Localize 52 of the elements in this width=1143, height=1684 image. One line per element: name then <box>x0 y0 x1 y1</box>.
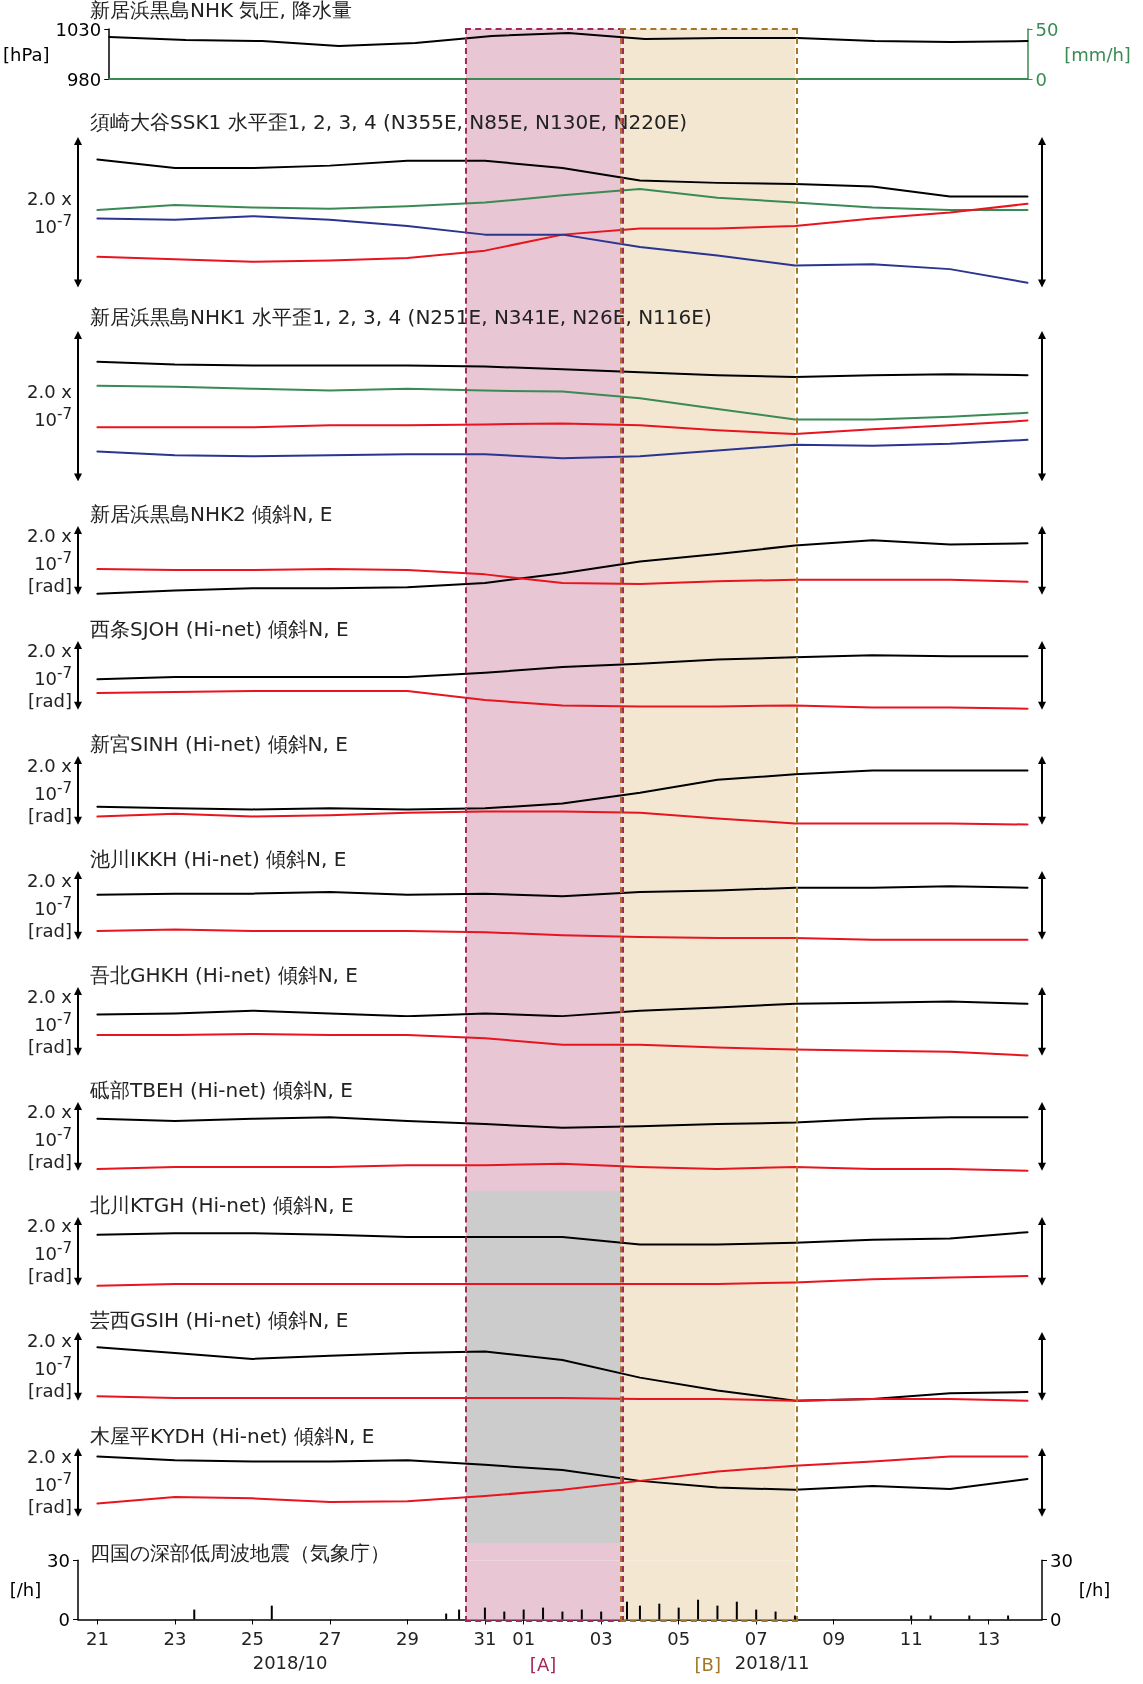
y2-tick-label: 0 <box>1035 68 1047 90</box>
chart-title: 吾北GHKH (Hi-net) 傾斜N, E <box>90 962 358 987</box>
y2-axis-title: [/h] <box>1078 1578 1111 1600</box>
y-axis-title: 2.0 x 10$^{-7}$ <box>27 381 72 432</box>
x-tick-label: 09 <box>822 1627 846 1649</box>
y2-tick-label: 50 <box>1035 18 1059 40</box>
chart-title: 北川KTGH (Hi-net) 傾斜N, E <box>90 1192 354 1217</box>
y2-tick-label: 0 <box>1050 1608 1062 1630</box>
y-axis-title: 2.0 x 10$^{-7}$ <box>27 187 72 238</box>
chart-title: 芸西GSIH (Hi-net) 傾斜N, E <box>90 1307 349 1332</box>
y-axis-title: 2.0 x 10$^{-7}$ [rad] <box>27 869 72 942</box>
y-axis-title: 2.0 x 10$^{-7}$ [rad] <box>27 1446 72 1519</box>
text: 2018/11 <box>734 1651 810 1673</box>
x-tick-label: 01 <box>512 1627 536 1649</box>
y-tick-label: 30 <box>47 1549 70 1571</box>
chart-title: 砥部TBEH (Hi-net) 傾斜N, E <box>89 1077 353 1102</box>
y-axis-title: 2.0 x 10$^{-7}$ [rad] <box>27 754 72 827</box>
x-tick-label: 11 <box>899 1627 923 1649</box>
chart-title: 新居浜黒島NHK1 水平歪1, 2, 3, 4 (N251E, N341E, N26E, N116E) <box>90 305 712 330</box>
x-tick-label: 25 <box>240 1627 264 1649</box>
chart-title: 須崎大谷SSK1 水平歪1, 2, 3, 4 (N355E, N85E, N130E, N220E) <box>90 109 688 134</box>
chart-title: 新居浜黒島NHK2 傾斜N, E <box>90 501 333 526</box>
chart-title: 木屋平KYDH (Hi-net) 傾斜N, E <box>90 1423 375 1448</box>
x-tick-label: 05 <box>667 1627 691 1649</box>
chart-title: 西条SJOH (Hi-net) 傾斜N, E <box>90 616 349 641</box>
y-tick-label: 0 <box>58 1608 70 1630</box>
y-axis-title: [hPa] <box>3 43 50 65</box>
x-tick-label: 31 <box>473 1627 497 1649</box>
y-axis-title: [/h] <box>9 1578 42 1600</box>
x-tick-label: 29 <box>395 1627 419 1649</box>
y-axis-title: 2.0 x 10$^{-7}$ [rad] <box>27 1215 72 1288</box>
band-label: [A] <box>529 1653 557 1675</box>
y-axis-title: 2.0 x 10$^{-7}$ [rad] <box>27 1330 72 1403</box>
x-tick-label: 23 <box>163 1627 187 1649</box>
y2-tick-label: 30 <box>1050 1549 1073 1571</box>
y-tick-label: 980 <box>66 68 102 90</box>
x-tick-label: 07 <box>744 1627 768 1649</box>
chart-title: 新居浜黒島NHK 気圧, 降水量 <box>90 0 353 22</box>
x-tick-label: 13 <box>977 1627 1001 1649</box>
x-tick-label: 27 <box>318 1627 342 1649</box>
y2-axis-title: [mm/h] <box>1064 43 1131 65</box>
chart-title: 四国の深部低周波地震（気象庁） <box>90 1540 390 1565</box>
x-tick-label: 03 <box>589 1627 613 1649</box>
x-tick-label: 21 <box>85 1627 109 1649</box>
y-axis-title: 2.0 x 10$^{-7}$ [rad] <box>27 639 72 712</box>
y-axis-title: 2.0 x 10$^{-7}$ [rad] <box>27 524 72 597</box>
chart-title: 新宮SINH (Hi-net) 傾斜N, E <box>90 731 348 756</box>
y-axis-title: 2.0 x 10$^{-7}$ [rad] <box>27 985 72 1058</box>
chart-title: 池川IKKH (Hi-net) 傾斜N, E <box>90 846 347 871</box>
band-label: [B] <box>694 1653 721 1675</box>
y-axis-title: 2.0 x 10$^{-7}$ [rad] <box>27 1100 72 1173</box>
text: 2018/10 <box>252 1651 328 1673</box>
